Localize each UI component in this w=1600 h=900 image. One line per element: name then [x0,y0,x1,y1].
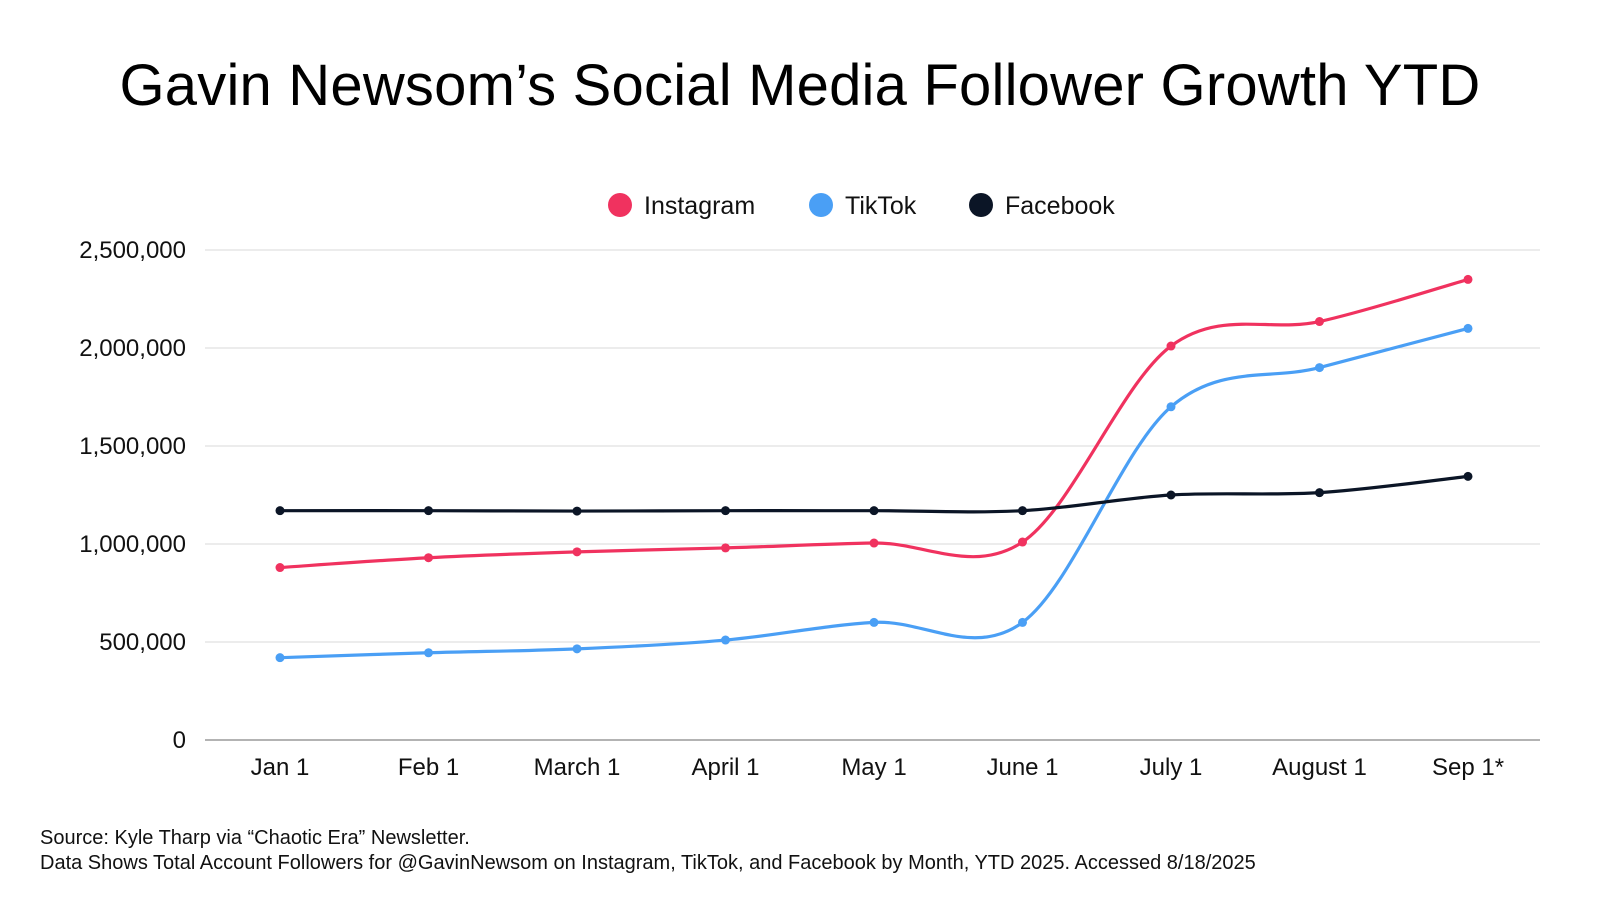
x-tick-label: April 1 [691,754,759,781]
tiktok-data-point [721,635,730,645]
tiktok-data-point [1018,617,1027,627]
legend-swatch [608,193,632,217]
instagram-data-point [1166,341,1176,351]
y-tick-label: 1,500,000 [79,433,186,460]
instagram-data-point [572,547,582,557]
y-tick-label: 1,000,000 [79,531,186,558]
x-tick-label: Jan 1 [251,754,310,781]
legend-label: Instagram [644,192,755,220]
y-tick-label: 2,500,000 [79,237,186,264]
legend-item-tiktok: TikTok [809,192,917,220]
tiktok-data-point [275,653,285,663]
instagram-data-point [869,538,879,548]
x-tick-label: May 1 [841,754,906,781]
tiktok-data-point [424,648,433,658]
facebook-data-point [869,506,879,516]
tiktok-data-point [1166,402,1176,412]
facebook-data-point [275,506,285,516]
legend-item-instagram: Instagram [608,192,755,220]
tiktok-series-line [278,326,1470,660]
instagram-data-point [275,563,285,573]
legend-swatch [969,193,993,217]
x-tick-label: June 1 [986,754,1058,781]
tiktok-data-point [1315,363,1324,373]
facebook-data-point [1018,506,1027,516]
y-tick-label: 500,000 [99,629,186,656]
x-tick-label: July 1 [1140,754,1203,781]
facebook-data-point [1315,488,1324,498]
chart-title: Gavin Newsom’s Social Media Follower Gro… [119,53,1481,118]
legend-swatch [809,193,833,217]
grid-lines [205,249,1540,643]
instagram-data-point [424,553,433,563]
legend-item-facebook: Facebook [969,192,1115,220]
y-tick-label: 0 [173,727,186,754]
tiktok-data-point [869,617,879,627]
facebook-data-point [424,506,433,516]
instagram-data-point [1463,274,1473,284]
y-tick-label: 2,000,000 [79,335,186,362]
legend-label: TikTok [845,192,917,220]
facebook-data-point [1166,490,1176,500]
tiktok-data-point [1463,323,1473,333]
axes: 0 500,000 1,000,000 1,500,000 2,000,000 2,500… [79,237,1540,781]
x-tick-label: August 1 [1272,754,1367,781]
series-lines [275,274,1473,663]
legend: Instagram TikTok Facebook [608,192,1115,220]
legend-label: Facebook [1005,192,1115,220]
chart-footer: Source: Kyle Tharp via “Chaotic Era” New… [40,826,1256,876]
x-tick-label: Feb 1 [398,754,459,781]
instagram-data-point [1315,317,1324,327]
x-tick-label: Sep 1* [1432,754,1504,781]
source-note: Source: Kyle Tharp via “Chaotic Era” New… [40,827,470,849]
data-note: Data Shows Total Account Followers for @… [40,852,1256,874]
x-tick-label: March 1 [534,754,621,781]
facebook-data-point [721,506,730,516]
instagram-series-line [278,277,1470,570]
facebook-data-point [572,506,582,516]
facebook-data-point [1463,471,1473,481]
instagram-data-point [721,543,730,553]
instagram-data-point [1018,537,1027,547]
tiktok-data-point [572,644,582,654]
